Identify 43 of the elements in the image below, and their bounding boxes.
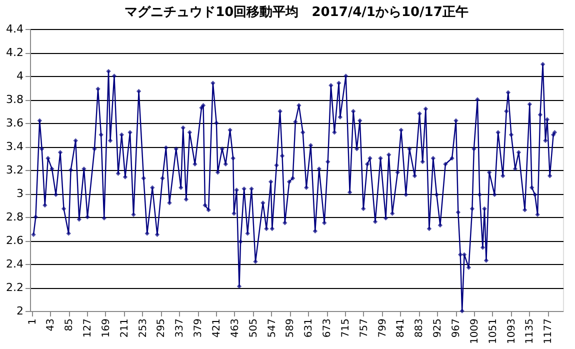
x-tick-label: 757 — [358, 318, 370, 338]
x-tick-label: 505 — [248, 318, 260, 338]
x-tick-label: 421 — [212, 318, 222, 338]
y-tick-label: 3.4 — [6, 140, 24, 153]
x-tick-label: 337 — [174, 318, 186, 338]
y-tick-label: 3 — [16, 187, 24, 200]
x-tick-label: 1 — [27, 318, 38, 325]
y-tick-label: 3.2 — [6, 164, 24, 176]
y-tick-label: 2.8 — [6, 210, 24, 224]
x-tick-label: 127 — [82, 318, 94, 338]
x-tick-label: 883 — [414, 318, 426, 338]
x-tick-label: 211 — [119, 318, 130, 338]
x-tick-label: 1009 — [469, 318, 480, 344]
x-tick-label: 715 — [340, 318, 352, 338]
x-tick-label: 547 — [266, 318, 278, 338]
y-tick-label: 2.4 — [6, 258, 24, 270]
x-tick-label: 631 — [304, 318, 315, 338]
x-tick-label: 1051 — [488, 318, 499, 344]
x-tick-label: 463 — [230, 318, 241, 338]
x-tick-label: 43 — [46, 318, 57, 332]
x-tick-label: 967 — [451, 318, 462, 338]
x-tick-label: 379 — [193, 318, 204, 338]
x-tick-label: 1093 — [506, 318, 518, 344]
y-tick-label: 3.6 — [6, 116, 24, 130]
y-tick-label: 4.4 — [6, 22, 24, 36]
x-tick-label: 589 — [285, 318, 296, 338]
x-tick-label: 1135 — [524, 318, 536, 344]
y-tick-label: 2.2 — [6, 281, 24, 294]
x-tick-label: 1177 — [543, 318, 554, 344]
x-tick-label: 85 — [64, 318, 76, 332]
x-tick-label: 673 — [322, 318, 334, 338]
x-tick-label: 295 — [156, 318, 168, 338]
y-tick-label: 3.8 — [6, 93, 24, 106]
y-tick-label: 2 — [16, 304, 24, 318]
y-tick-label: 2.6 — [6, 234, 24, 247]
x-tick-label: 841 — [396, 318, 407, 338]
x-tick-label: 925 — [432, 318, 444, 338]
x-tick-label: 253 — [138, 318, 149, 338]
y-tick-label: 4.2 — [6, 46, 24, 59]
x-tick-label: 799 — [377, 318, 388, 338]
y-tick-label: 4 — [16, 70, 24, 82]
chart-title: マグニチュウド10回移動平均 2017/4/1から10/17正午 — [124, 5, 468, 20]
x-tick-label: 169 — [100, 318, 112, 338]
